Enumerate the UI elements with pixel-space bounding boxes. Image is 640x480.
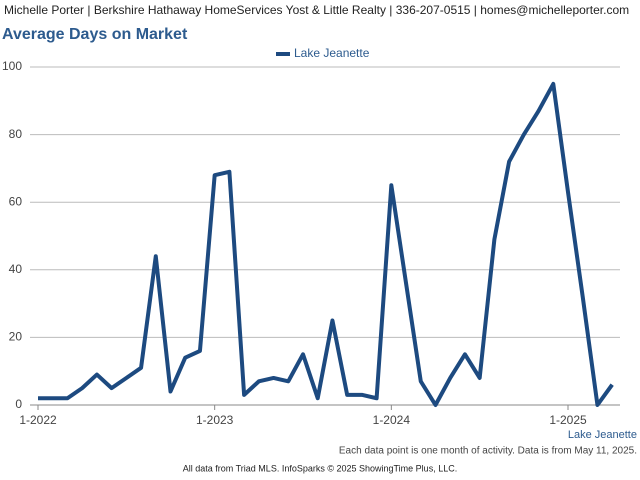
- x-tick-label: 1-2023: [196, 413, 234, 427]
- y-tick-label: 80: [9, 127, 23, 141]
- x-tick-label: 1-2025: [549, 413, 587, 427]
- note: Each data point is one month of activity…: [339, 446, 637, 457]
- data-line: [38, 81, 614, 407]
- x-tick-label: 1-2024: [373, 413, 411, 427]
- footer: All data from Triad MLS. InfoSparks © 20…: [183, 463, 457, 473]
- y-tick-label: 40: [9, 262, 23, 276]
- x-tick-label: 1-2022: [19, 413, 57, 427]
- y-tick-label: 0: [15, 397, 22, 411]
- legend-label: Lake Jeanette: [294, 46, 370, 60]
- y-tick-label: 60: [9, 194, 23, 208]
- header: Michelle Porter | Berkshire Hathaway Hom…: [4, 3, 629, 17]
- x-axis-label: Lake Jeanette: [568, 429, 637, 441]
- y-tick-label: 100: [2, 59, 22, 73]
- y-tick-label: 20: [9, 330, 23, 344]
- chart-title: Average Days on Market: [2, 26, 188, 43]
